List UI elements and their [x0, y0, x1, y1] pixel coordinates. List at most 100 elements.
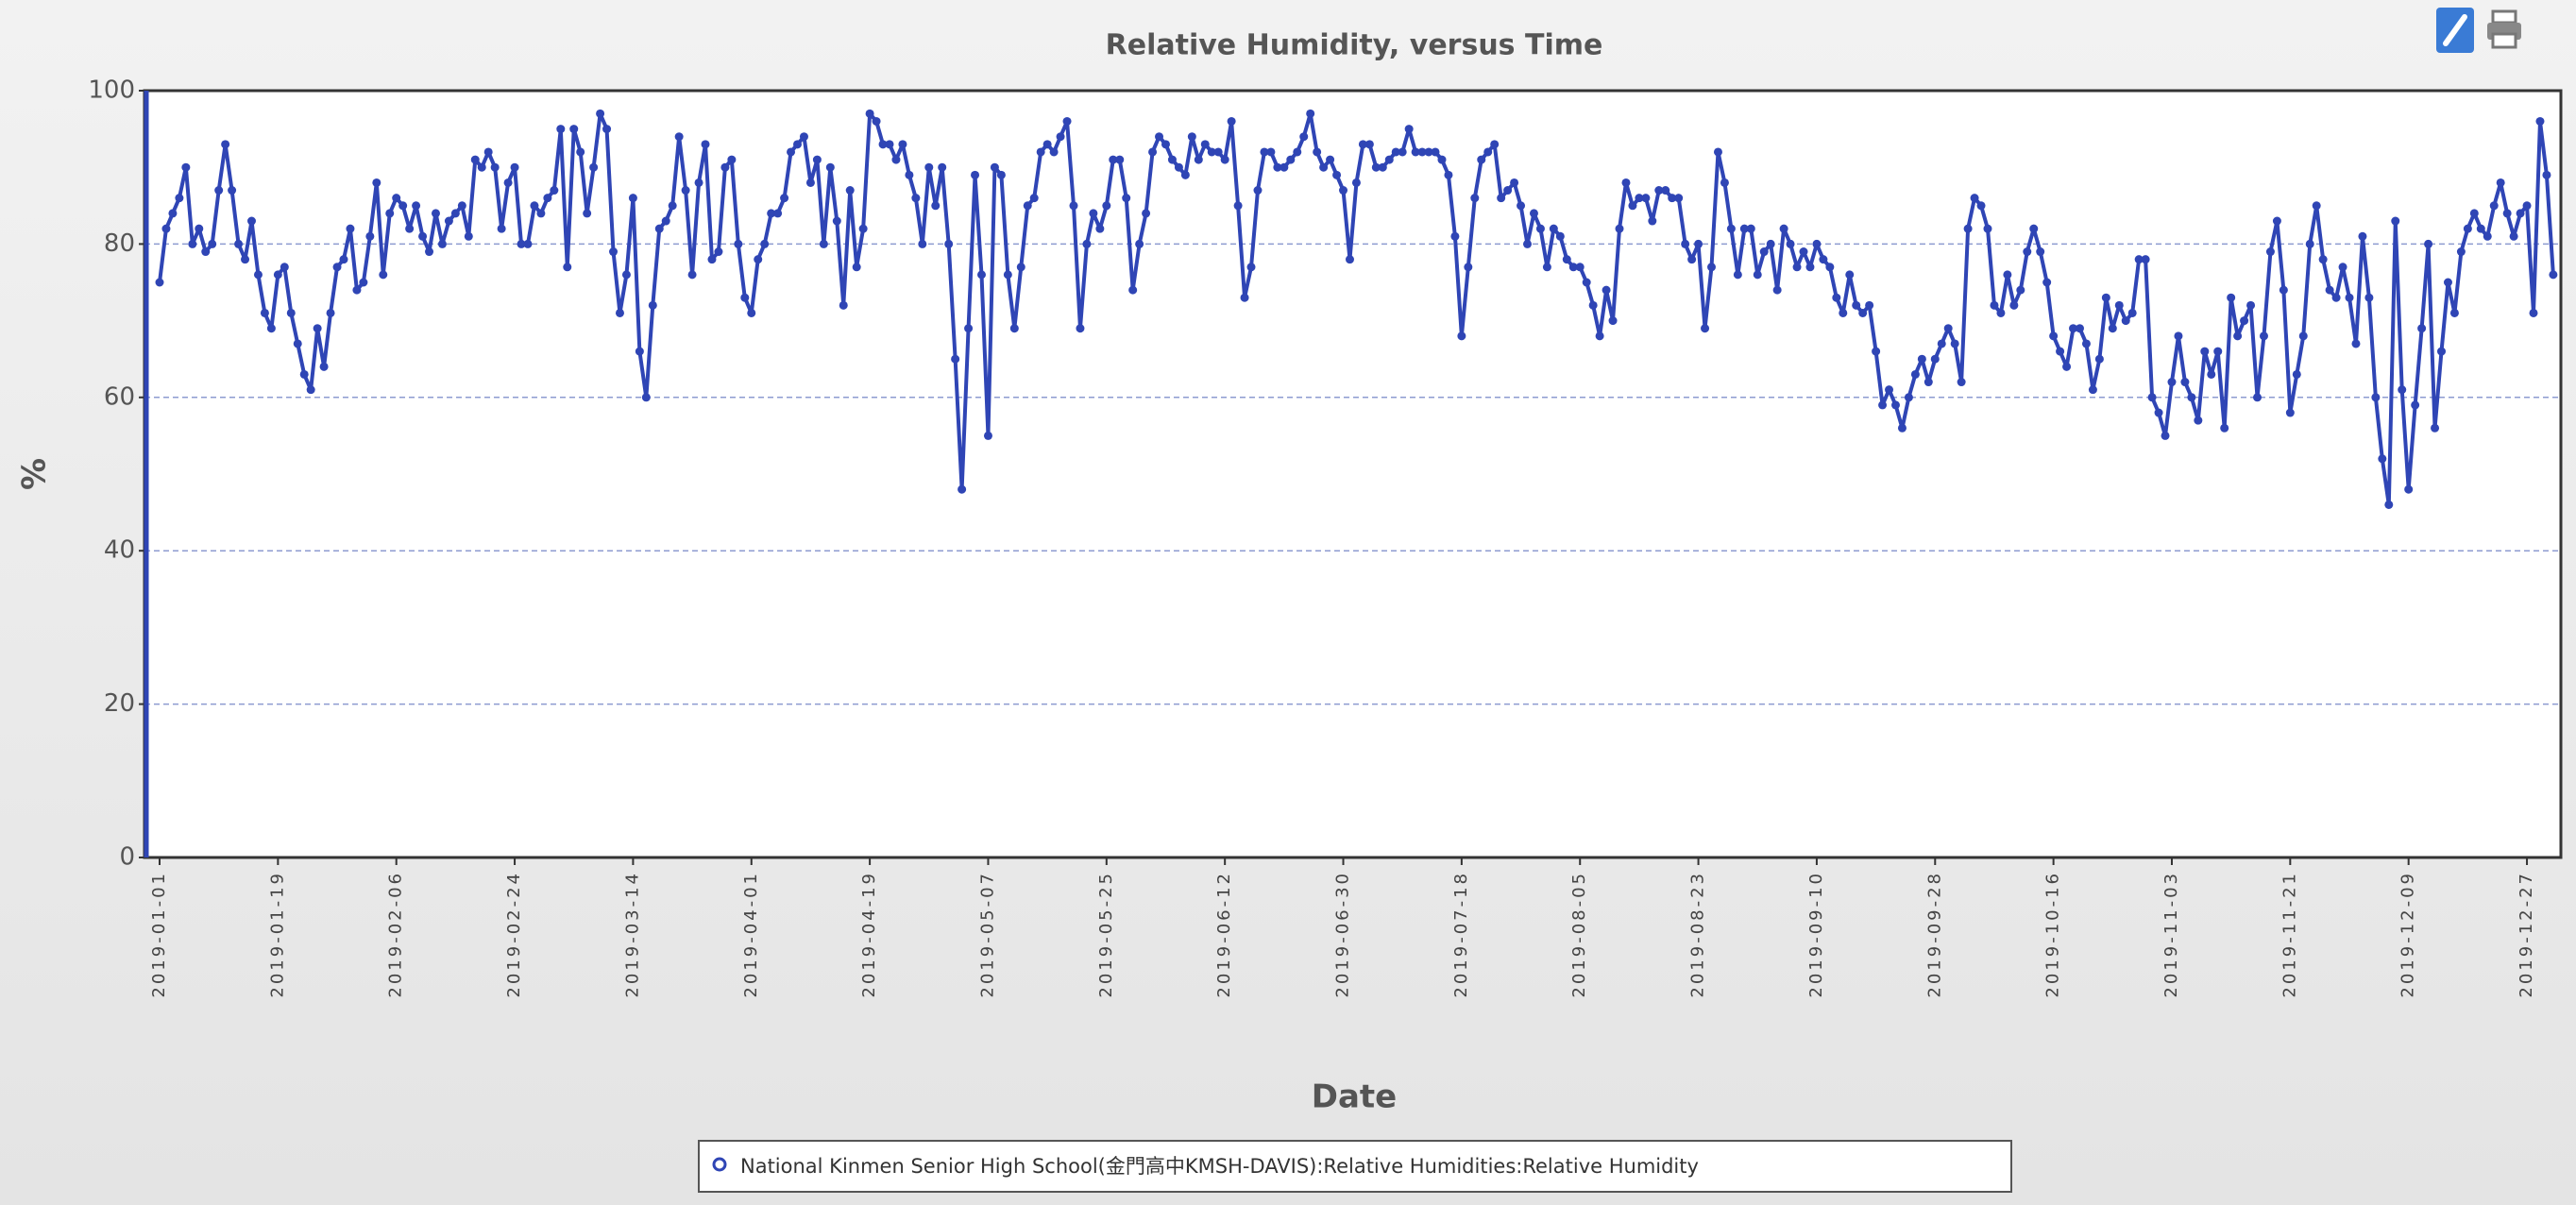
data-point — [1411, 147, 1420, 157]
data-point — [1713, 147, 1722, 157]
data-point — [1845, 270, 1855, 280]
data-point — [931, 201, 941, 211]
data-point — [1464, 263, 1473, 272]
data-point — [1812, 239, 1822, 248]
data-point — [754, 255, 763, 264]
data-point — [457, 201, 466, 211]
data-point — [2174, 331, 2183, 341]
data-point — [1568, 263, 1578, 272]
data-point — [615, 308, 624, 317]
data-point — [1799, 247, 1808, 257]
data-point — [437, 239, 447, 248]
data-point — [2009, 300, 2019, 310]
data-point — [1890, 400, 1900, 410]
print-button[interactable] — [2487, 9, 2521, 49]
x-tick-label: 2019-09-10 — [1806, 871, 1826, 998]
data-point — [497, 224, 506, 233]
data-point — [221, 140, 230, 149]
data-point — [983, 431, 992, 440]
data-point — [1858, 308, 1868, 317]
data-point — [1062, 116, 1072, 126]
data-point — [694, 178, 703, 187]
data-point — [1483, 147, 1493, 157]
data-point — [596, 109, 605, 118]
data-point — [1161, 140, 1170, 149]
data-point — [2023, 247, 2032, 257]
x-tick-label: 2019-12-27 — [2517, 871, 2536, 998]
data-point — [1668, 194, 1677, 203]
data-point — [1358, 140, 1367, 149]
legend-marker — [712, 1157, 727, 1172]
data-point — [543, 194, 552, 203]
data-point — [681, 186, 690, 195]
data-point — [503, 178, 513, 187]
data-point — [2449, 308, 2459, 317]
data-point — [1200, 140, 1210, 149]
data-point — [379, 270, 388, 280]
data-point — [812, 155, 822, 164]
data-point — [2351, 339, 2361, 348]
data-point — [1535, 224, 1545, 233]
data-point — [1865, 300, 1874, 310]
data-point — [1720, 178, 1729, 187]
data-point — [2141, 255, 2150, 264]
data-point — [1766, 239, 1775, 248]
data-point — [2207, 369, 2216, 379]
data-point — [1457, 331, 1466, 341]
data-point — [1135, 239, 1144, 248]
data-point — [2431, 423, 2440, 433]
data-point — [1016, 263, 1025, 272]
data-point — [2081, 339, 2091, 348]
data-point — [891, 155, 901, 164]
data-point — [510, 162, 519, 172]
x-tick-label: 2019-06-30 — [1333, 871, 1353, 998]
data-point — [2483, 231, 2492, 241]
data-point — [1733, 270, 1742, 280]
data-point — [161, 224, 171, 233]
data-point — [1726, 224, 1736, 233]
data-point — [306, 385, 315, 395]
data-point — [938, 162, 947, 172]
data-point — [2358, 231, 2367, 241]
data-point — [201, 247, 211, 257]
data-point — [1970, 194, 1979, 203]
data-point — [1069, 201, 1078, 211]
data-point — [1266, 147, 1276, 157]
data-point — [1102, 201, 1111, 211]
y-tick-label: 80 — [104, 229, 135, 258]
data-point — [2516, 209, 2525, 218]
data-point — [2522, 201, 2532, 211]
data-point — [1608, 316, 1618, 326]
data-point — [2233, 331, 2243, 341]
data-point — [2325, 285, 2334, 295]
data-point — [1897, 423, 1907, 433]
data-point — [1792, 263, 1802, 272]
x-tick-label: 2019-08-05 — [1569, 871, 1589, 998]
data-point — [2062, 362, 2072, 371]
data-point — [1503, 186, 1513, 195]
data-point — [234, 239, 244, 248]
x-tick-label: 2019-02-24 — [504, 871, 524, 998]
x-tick-label: 2019-11-03 — [2161, 871, 2181, 998]
data-point — [2049, 331, 2059, 341]
data-point — [2056, 347, 2065, 356]
data-point — [523, 239, 533, 248]
y-tick-label: 60 — [104, 382, 135, 411]
data-point — [1076, 324, 1085, 333]
data-point — [1384, 155, 1394, 164]
data-point — [1983, 224, 1992, 233]
data-point — [1431, 147, 1440, 157]
data-point — [878, 140, 888, 149]
data-point — [1240, 293, 1249, 302]
data-point — [2042, 278, 2052, 287]
data-point — [661, 216, 670, 226]
y-tick-label: 100 — [88, 76, 135, 105]
data-point — [760, 239, 770, 248]
data-point — [787, 147, 796, 157]
data-point — [195, 224, 204, 233]
data-point — [2364, 293, 2374, 302]
data-point — [2411, 400, 2420, 410]
data-point — [2312, 201, 2321, 211]
data-point — [550, 186, 559, 195]
data-point — [1036, 147, 1045, 157]
